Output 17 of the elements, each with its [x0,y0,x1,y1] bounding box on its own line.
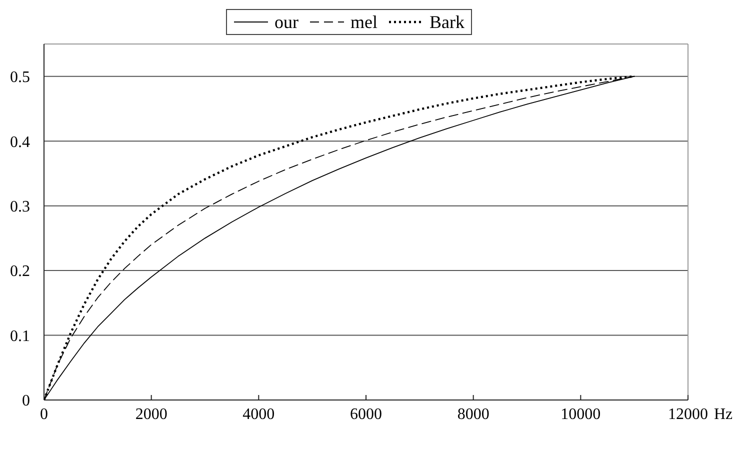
x-tick-label: 10000 [560,406,601,423]
y-tick-label: 0.5 [10,69,30,86]
x-axis-title: Hz [714,406,733,423]
y-tick-label: 0.1 [10,328,30,345]
legend-label: mel [350,11,378,33]
x-tick-label: 4000 [242,406,275,423]
x-tick-label: 6000 [350,406,382,423]
x-tick-label: 8000 [457,406,490,423]
y-tick-label: 0.3 [10,198,30,216]
y-tick-label: 0.4 [10,134,30,151]
legend-label: Bark [430,11,464,33]
x-tick-label: 0 [40,406,48,423]
x-tick-label: 2000 [135,406,168,423]
y-tick-label: 0.2 [10,263,30,280]
y-tick-label: 0 [22,392,30,410]
legend-label: our [274,11,298,33]
x-tick-label: 12000 [668,406,708,423]
